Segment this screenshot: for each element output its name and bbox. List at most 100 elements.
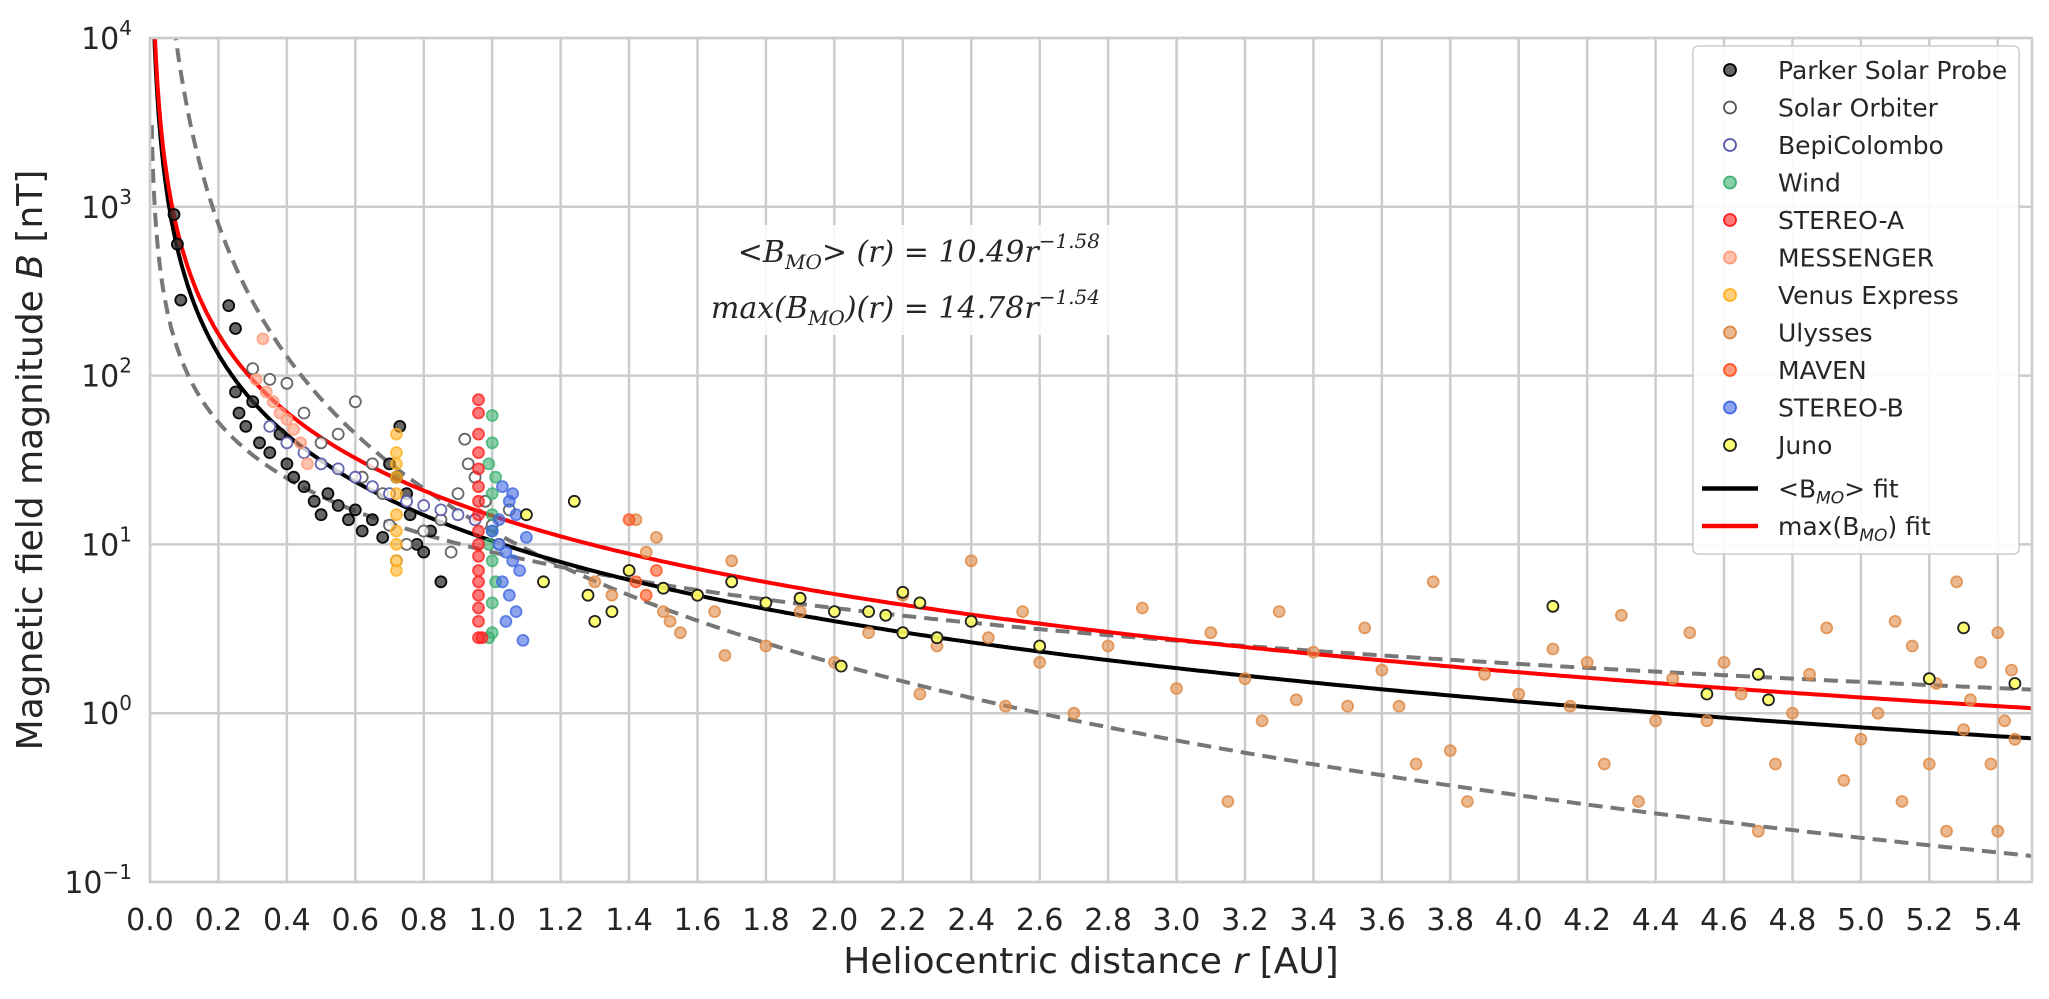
data-point — [355, 524, 369, 538]
data-point — [451, 508, 465, 522]
data-point — [489, 470, 503, 484]
data-point — [314, 508, 328, 522]
data-point — [1991, 824, 2005, 838]
y-axis-label: Magnetic field magnitude B [nT] — [10, 170, 51, 751]
data-point — [472, 524, 485, 538]
data-point — [834, 659, 848, 673]
legend-entry: <BMO> fit — [1702, 475, 1899, 509]
legend-label: <BMO> fit — [1778, 475, 1899, 509]
data-point — [1358, 621, 1372, 635]
legend-marker — [1723, 63, 1737, 77]
x-tick-label: 1.8 — [742, 903, 790, 938]
legend-label: BepiColombo — [1778, 131, 1944, 160]
data-point — [1632, 795, 1645, 808]
data-point — [793, 591, 807, 605]
data-point — [1307, 645, 1320, 659]
x-tick-label: 1.4 — [605, 903, 653, 938]
data-point — [222, 299, 236, 313]
data-point — [1478, 667, 1491, 681]
data-point — [725, 554, 739, 568]
x-tick-label: 4.8 — [1769, 903, 1817, 938]
data-point — [263, 419, 277, 433]
data-point — [472, 538, 485, 551]
data-point — [482, 457, 496, 471]
data-point — [1762, 693, 1775, 707]
data-point — [492, 513, 506, 527]
legend: Parker Solar Probe Solar Orbiter BepiColom… — [1692, 45, 2020, 555]
data-point — [913, 596, 927, 610]
legend-marker — [1723, 100, 1737, 115]
data-point — [1067, 706, 1081, 720]
legend-entry: Juno — [1723, 431, 1832, 460]
data-point — [389, 487, 403, 501]
data-point — [981, 631, 995, 645]
data-point — [461, 457, 475, 471]
data-point — [229, 322, 242, 335]
data-point — [307, 494, 321, 508]
y-tick-label: 10−1 — [64, 860, 132, 901]
legend-marker — [1723, 400, 1737, 415]
data-point — [472, 393, 485, 407]
data-point — [509, 508, 523, 522]
data-point — [663, 615, 677, 628]
data-point — [485, 487, 499, 501]
data-point — [1803, 667, 1816, 681]
data-point — [229, 385, 242, 399]
legend-entry: STEREO-B — [1723, 394, 1904, 423]
data-point — [639, 545, 653, 559]
data-point — [1957, 621, 1970, 635]
data-point — [1888, 615, 1902, 628]
legend-label: STEREO-B — [1778, 394, 1904, 423]
legend-entry: Ulysses — [1723, 319, 1873, 348]
data-point — [1563, 699, 1577, 713]
data-point — [485, 524, 499, 538]
data-point — [691, 588, 704, 602]
data-point — [273, 427, 287, 441]
data-point — [472, 588, 485, 602]
data-point — [708, 605, 721, 618]
legend-marker — [1723, 138, 1737, 152]
data-point — [588, 575, 602, 589]
x-tick-label: 0.6 — [331, 903, 379, 938]
data-point — [2005, 663, 2018, 677]
data-point — [472, 508, 485, 522]
x-tick-label: 3.0 — [1153, 903, 1201, 938]
data-point — [913, 687, 927, 701]
data-point — [1991, 626, 2005, 640]
data-point — [263, 446, 277, 460]
x-tick-label: 4.2 — [1563, 903, 1611, 938]
data-point — [1700, 687, 1714, 701]
legend-entry: STEREO-A — [1723, 206, 1904, 235]
data-point — [342, 513, 355, 527]
data-point — [513, 564, 526, 577]
data-point — [1700, 714, 1714, 728]
data-point — [499, 545, 513, 559]
data-point — [331, 462, 345, 476]
data-point — [1957, 723, 1970, 736]
legend-marker — [1723, 250, 1737, 265]
data-point — [472, 462, 485, 476]
data-point — [492, 538, 506, 551]
data-point — [2008, 732, 2022, 746]
legend-label: max(BMO) fit — [1778, 512, 1931, 546]
data-point — [650, 564, 663, 577]
legend-entry: MESSENGER — [1723, 244, 1934, 273]
data-point — [964, 554, 978, 568]
data-point — [581, 588, 595, 602]
legend-marker — [1723, 213, 1737, 227]
data-point — [930, 631, 944, 645]
x-tick-labels: 0.0 0.2 0.4 0.6 0.8 1.0 1.2 1.4 1.6 1.8 2.0 2.2 2.4 2… — [126, 903, 2022, 938]
data-point — [1895, 795, 1909, 808]
data-point — [622, 564, 636, 577]
data-point — [1751, 824, 1765, 838]
data-point — [485, 554, 499, 568]
x-tick-label: 3.6 — [1358, 903, 1406, 938]
data-point — [297, 480, 311, 494]
data-point — [417, 545, 431, 559]
x-tick-label: 2.4 — [947, 903, 995, 938]
data-point — [472, 575, 485, 589]
legend-label: Parker Solar Probe — [1778, 56, 2007, 85]
data-point — [1649, 714, 1662, 728]
x-tick-label: 4.6 — [1700, 903, 1748, 938]
